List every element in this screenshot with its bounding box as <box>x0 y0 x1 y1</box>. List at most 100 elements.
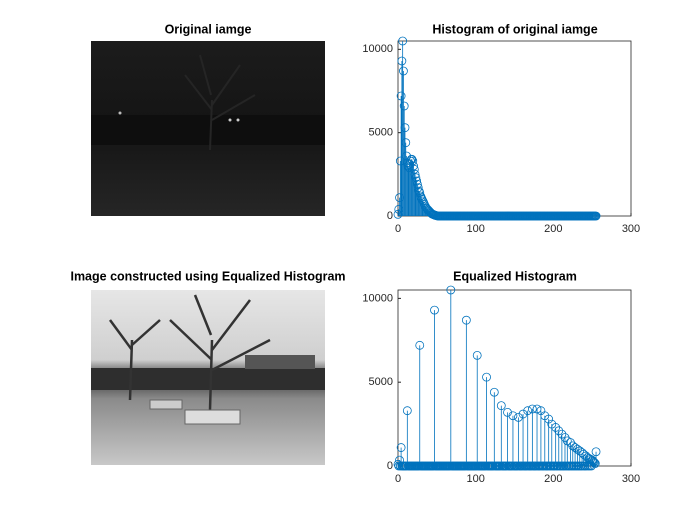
stem <box>588 456 598 466</box>
stem <box>557 429 567 466</box>
y-tick-label: 5000 <box>369 376 393 388</box>
stem <box>400 123 410 216</box>
stem <box>396 91 406 216</box>
stem-marker <box>396 91 406 101</box>
stem-marker <box>405 159 415 169</box>
stem <box>399 66 408 216</box>
y-tick-label: 0 <box>387 460 393 472</box>
stem-marker <box>590 459 600 468</box>
stem-marker <box>496 401 506 411</box>
stem <box>496 401 506 466</box>
stem-marker <box>482 372 491 382</box>
x-tick-label: 0 <box>395 223 401 235</box>
stem <box>472 350 482 466</box>
stem <box>523 406 533 466</box>
stem <box>446 285 456 466</box>
stem-marker <box>503 407 512 417</box>
y-tick-label: 10000 <box>362 43 393 55</box>
stem-marker <box>570 443 580 452</box>
stem-marker <box>551 423 561 432</box>
panel-title: Original iamge <box>165 22 252 36</box>
stem-marker <box>573 444 582 454</box>
stem-marker <box>591 447 601 457</box>
y-tick-label: 10000 <box>362 292 393 304</box>
stem-marker <box>446 285 456 295</box>
image-original <box>91 41 325 216</box>
stem-marker <box>513 412 523 422</box>
axes: 0 100 200 300 0 5000 10000 <box>362 285 640 485</box>
stem-marker <box>532 404 542 414</box>
stem <box>407 154 417 216</box>
stem-marker <box>412 176 422 186</box>
stem <box>398 36 408 216</box>
stem-marker <box>409 164 419 174</box>
x-tick-label: 100 <box>466 473 484 485</box>
stem-marker <box>461 315 471 325</box>
stem <box>415 340 425 466</box>
stem <box>414 186 424 216</box>
stem <box>430 305 439 466</box>
stem-marker <box>408 156 418 166</box>
x-tick-label: 0 <box>395 473 401 485</box>
stem-marker <box>409 161 418 171</box>
stem <box>409 164 419 216</box>
stem-marker <box>523 406 533 416</box>
stem-marker <box>401 138 411 148</box>
stem-marker <box>413 183 423 193</box>
y-tick-label: 0 <box>387 210 393 222</box>
stem-marker <box>590 458 599 468</box>
stem-marker <box>588 456 598 466</box>
panel-title: Image constructed using Equalized Histog… <box>70 269 345 283</box>
stem-marker <box>410 169 420 179</box>
axes-box <box>397 289 632 467</box>
panel-title: Histogram of original iamge <box>432 22 597 36</box>
stem <box>591 211 601 221</box>
stem-marker <box>557 429 567 439</box>
axes: 0 100 200 300 0 5000 10000 <box>362 36 640 235</box>
panel-title: Equalized Histogram <box>453 269 577 283</box>
stem-marker <box>397 56 407 66</box>
stem <box>508 411 518 466</box>
stem <box>482 372 491 466</box>
stem <box>590 459 600 468</box>
x-tick-label: 200 <box>544 223 562 235</box>
stem-marker <box>472 350 482 360</box>
stem <box>518 409 528 466</box>
stem-marker <box>406 156 415 166</box>
y-tick-label: 5000 <box>369 127 393 139</box>
stem-marker <box>415 340 425 350</box>
stem-marker <box>413 179 422 189</box>
stem <box>503 407 512 466</box>
stem-marker <box>527 404 537 414</box>
stem-marker <box>407 154 417 164</box>
axes-box <box>397 40 632 217</box>
stem-marker <box>398 36 408 46</box>
stem-marker <box>414 186 424 196</box>
stem-marker <box>415 188 425 198</box>
x-tick-label: 300 <box>622 473 640 485</box>
stem <box>405 159 415 216</box>
stem-marker <box>589 457 599 467</box>
stem-marker <box>399 101 409 111</box>
x-tick-label: 100 <box>466 223 484 235</box>
stem <box>401 138 411 216</box>
stem-marker <box>568 441 578 451</box>
stem <box>397 56 407 216</box>
stem <box>532 404 542 466</box>
stem <box>513 412 523 466</box>
stem-marker <box>544 414 554 424</box>
stem-marker <box>508 411 518 421</box>
stem-marker <box>411 173 421 183</box>
stem <box>527 404 537 466</box>
stem-marker <box>399 66 408 76</box>
stem <box>402 406 412 466</box>
stem-marker <box>400 123 410 133</box>
stem-marker <box>554 426 564 436</box>
stem <box>590 458 599 468</box>
stem <box>412 176 422 216</box>
stem <box>461 315 471 466</box>
stem-marker <box>402 406 412 416</box>
stem-marker <box>581 451 591 461</box>
stem-marker <box>518 409 528 419</box>
